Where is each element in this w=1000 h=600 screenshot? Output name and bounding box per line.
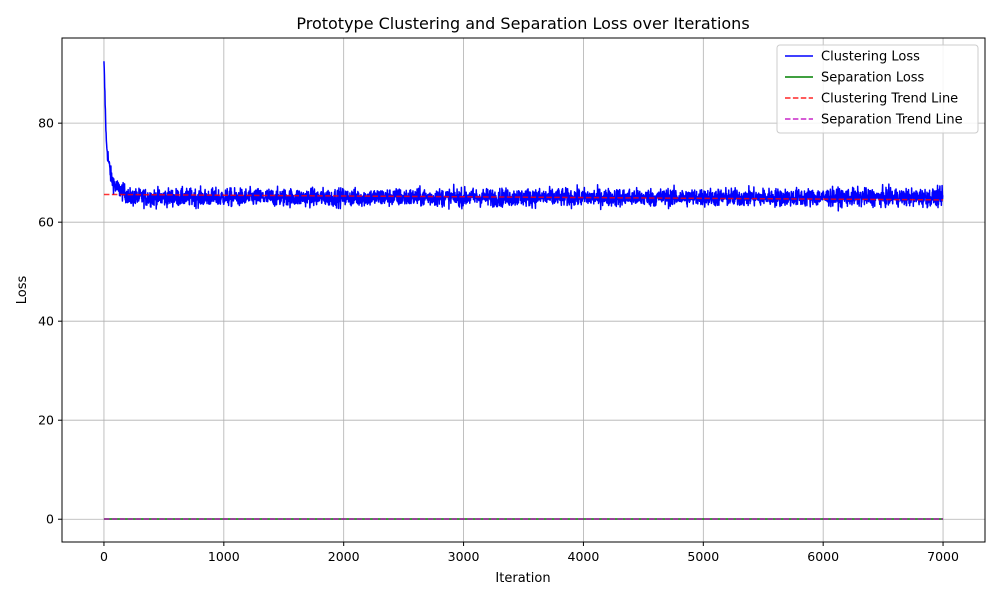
clustering-trend-line: [103, 193, 944, 201]
x-tick-label: 6000: [807, 549, 839, 564]
y-tick-label: 80: [38, 116, 54, 131]
y-axis-label: Loss: [15, 276, 30, 305]
legend-label-separation-loss: Separation Loss: [821, 71, 925, 86]
x-tick-label: 5000: [687, 549, 719, 564]
x-axis-ticks: 0 1000 2000 3000 4000 5000 6000 7000: [100, 542, 959, 564]
y-tick-label: 20: [38, 413, 54, 428]
clustering-loss-line: [103, 61, 944, 212]
x-tick-label: 2000: [328, 549, 360, 564]
y-tick-label: 0: [46, 512, 54, 527]
x-tick-label: 1000: [208, 549, 240, 564]
x-tick-label: 4000: [568, 549, 600, 564]
chart-title: Prototype Clustering and Separation Loss…: [296, 14, 749, 33]
plot-frame: [61, 37, 986, 543]
y-tick-label: 40: [38, 314, 54, 329]
y-axis-ticks: 0 20 40 60 80: [38, 116, 62, 527]
legend-label-clustering-loss: Clustering Loss: [821, 50, 920, 65]
x-tick-label: 7000: [927, 549, 959, 564]
series-layer: [103, 61, 944, 520]
legend: Clustering Loss Separation Loss Clustering…: [776, 44, 979, 134]
x-axis-label: Iteration: [495, 571, 550, 586]
x-tick-label: 3000: [448, 549, 480, 564]
legend-label-separation-trend: Separation Trend Line: [821, 113, 963, 128]
legend-box: [776, 44, 979, 134]
y-tick-label: 60: [38, 215, 54, 230]
x-tick-label: 0: [100, 549, 108, 564]
legend-label-clustering-trend: Clustering Trend Line: [821, 92, 958, 107]
